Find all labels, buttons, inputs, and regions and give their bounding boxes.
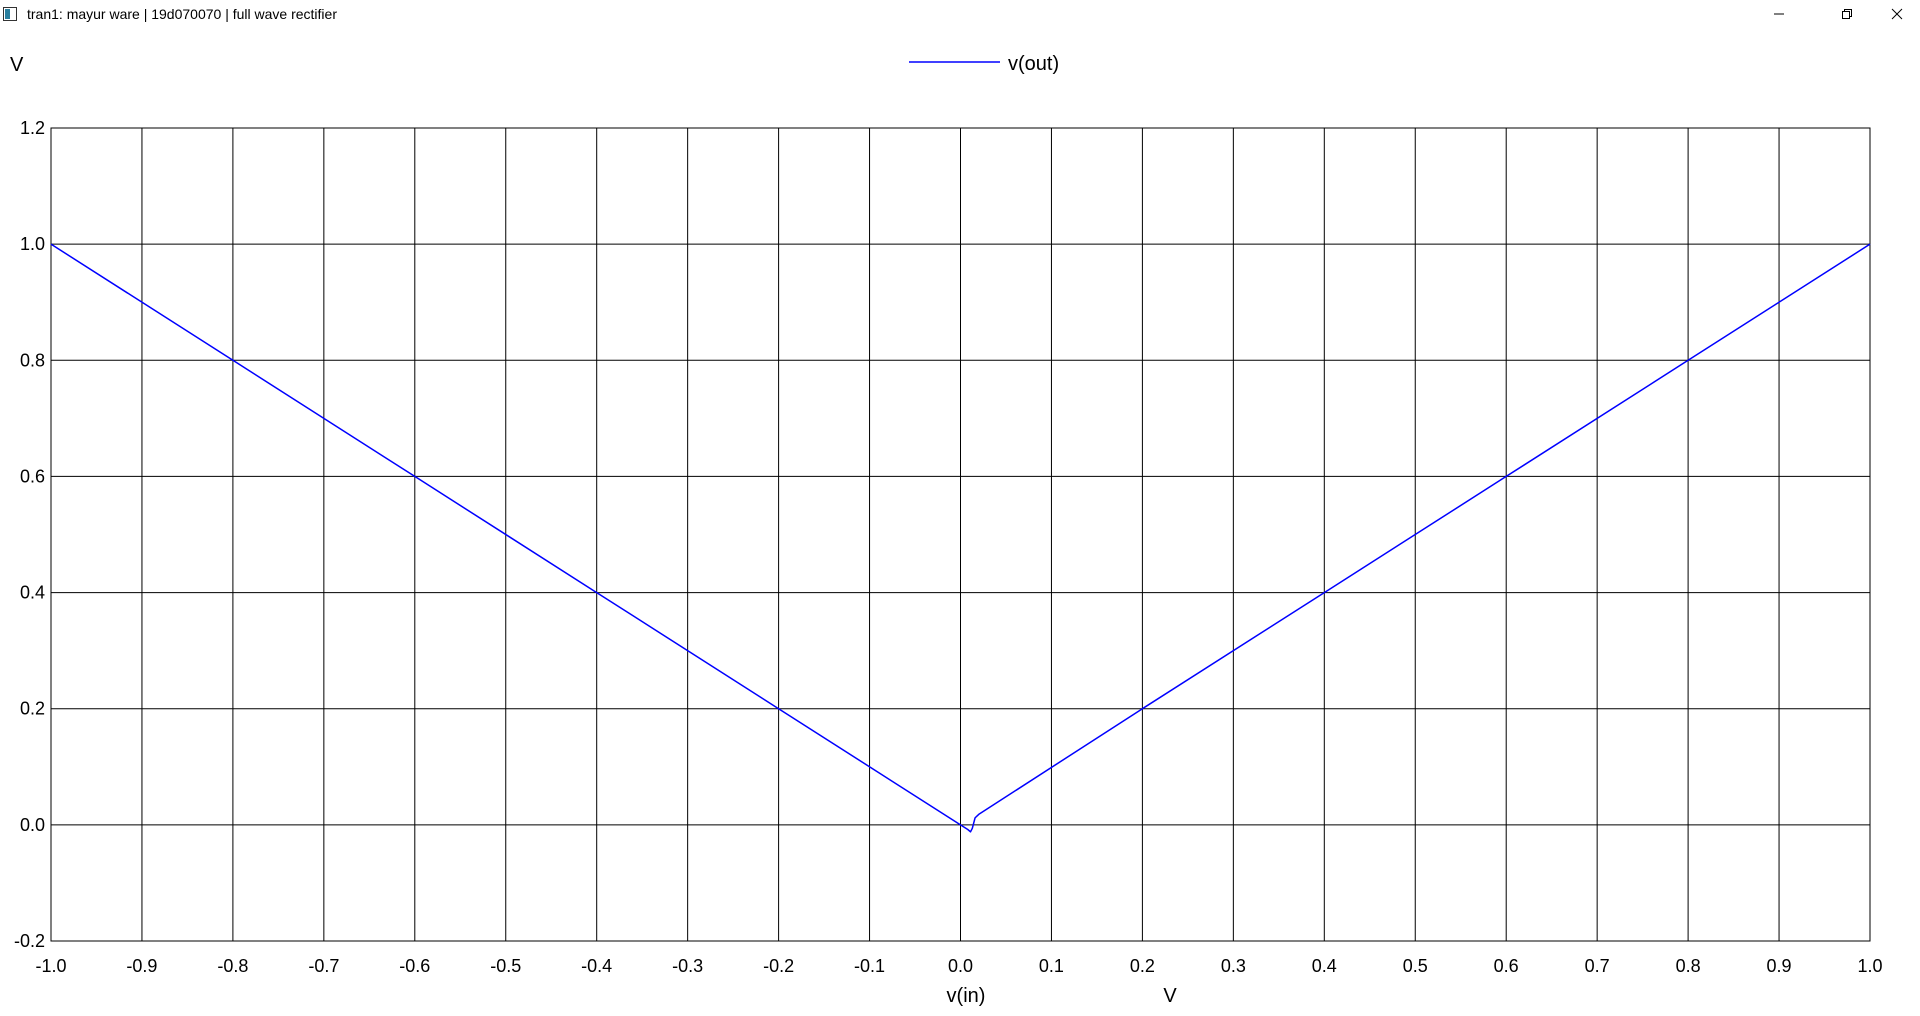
x-tick-label: 0.0: [948, 956, 973, 976]
x-tick-label: -0.8: [217, 956, 248, 976]
grid: [50, 127, 1871, 942]
y-tick-label: 0.2: [20, 699, 45, 719]
x-axis-ticks: -1.0 -0.9 -0.8 -0.7 -0.6 -0.5 -0.4 -0.3 -0.2 -0.1…: [35, 956, 1882, 976]
x-tick-label: 0.8: [1676, 956, 1701, 976]
legend: v(out): [909, 53, 1059, 75]
x-tick-label: 0.7: [1585, 956, 1610, 976]
x-axis-label: v(in): [947, 985, 986, 1007]
x-tick-label: -0.9: [126, 956, 157, 976]
window-title: tran1: mayur ware | 19d070070 | full wav…: [27, 6, 337, 22]
x-tick-label: -0.3: [672, 956, 703, 976]
close-button[interactable]: [1874, 0, 1920, 28]
y-tick-label: 0.4: [20, 583, 45, 603]
x-tick-label: 0.3: [1221, 956, 1246, 976]
x-tick-label: 0.5: [1403, 956, 1428, 976]
x-tick-label: 0.9: [1767, 956, 1792, 976]
series-line-v-out: [50, 243, 1871, 833]
x-tick-label: -0.2: [763, 956, 794, 976]
x-tick-label: -0.5: [490, 956, 521, 976]
x-tick-label: 0.2: [1130, 956, 1155, 976]
series-layer: [50, 243, 1871, 833]
minimize-icon: [1774, 13, 1784, 15]
x-tick-label: 0.6: [1494, 956, 1519, 976]
x-tick-label: -1.0: [35, 956, 66, 976]
x-tick-label: 0.4: [1312, 956, 1337, 976]
y-tick-label: 1.2: [20, 118, 45, 138]
y-tick-label: 1.0: [20, 234, 45, 254]
y-tick-label: 0.6: [20, 466, 45, 486]
y-tick-label: 0.8: [20, 350, 45, 370]
legend-label: v(out): [1008, 53, 1059, 75]
y-tick-label: -0.2: [14, 931, 45, 951]
x-tick-label: 1.0: [1857, 956, 1882, 976]
y-axis-ticks: -0.2 0.0 0.2 0.4 0.6 0.8 1.0 1.2: [14, 118, 45, 951]
title-bar: tran1: mayur ware | 19d070070 | full wav…: [0, 0, 1920, 28]
close-icon: [1891, 8, 1903, 20]
x-tick-label: -0.7: [308, 956, 339, 976]
x-tick-label: -0.1: [854, 956, 885, 976]
x-tick-label: 0.1: [1039, 956, 1064, 976]
x-axis-unit: V: [1163, 985, 1177, 1007]
app-icon: [3, 7, 17, 21]
restore-button[interactable]: [1824, 0, 1870, 28]
plot-frame: [50, 127, 1871, 942]
x-tick-label: -0.4: [581, 956, 612, 976]
y-axis-unit: V: [10, 54, 24, 76]
x-tick-label: -0.6: [399, 956, 430, 976]
y-tick-label: 0.0: [20, 815, 45, 835]
minimize-button[interactable]: [1756, 0, 1802, 28]
restore-icon: [1842, 9, 1852, 19]
